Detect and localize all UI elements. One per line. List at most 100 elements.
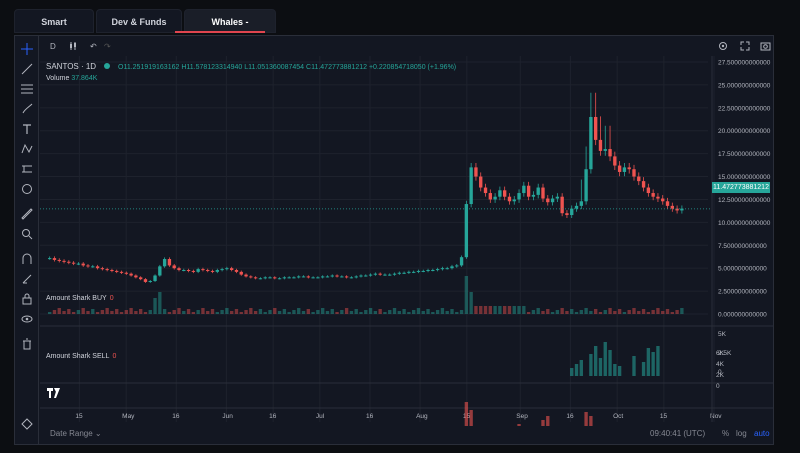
candle-body <box>608 149 612 157</box>
candle-body <box>435 269 440 271</box>
volume-bar <box>325 311 330 314</box>
volume-value: 37.864K <box>71 75 98 82</box>
price-chart[interactable]: 27.500000000000 25.000000000000 22.5000000… <box>40 56 773 426</box>
tab-whales-sharks[interactable]: Whales - Sharks <box>184 9 276 51</box>
tab-bar: Smart Money Dev & Funds Whales - Sharks <box>14 9 774 51</box>
log-toggle[interactable]: log <box>736 429 747 438</box>
magnet-icon[interactable] <box>19 251 35 267</box>
tab-smart-money[interactable]: Smart Money <box>14 9 94 51</box>
ruler-icon[interactable] <box>19 206 35 222</box>
volume-bar <box>469 292 473 314</box>
volume-bar <box>656 308 660 314</box>
candle-body <box>632 169 636 177</box>
volume-bar <box>105 308 109 314</box>
time-axis-label: 15 <box>75 413 83 420</box>
symbol-label[interactable]: SANTOS · 1D <box>46 62 97 71</box>
lock-drawing-icon[interactable] <box>19 271 35 287</box>
redo-icon[interactable]: ↷ <box>104 41 111 51</box>
volume-bar <box>196 310 200 314</box>
trendline-icon[interactable] <box>19 61 35 77</box>
utc-time[interactable]: 09:40:41 (UTC) <box>650 429 706 438</box>
time-axis-label: Aug <box>416 413 428 420</box>
volume-bar <box>412 310 416 314</box>
volume-bar <box>507 306 512 314</box>
last-price-tag: 11.472773881212 <box>712 182 770 193</box>
candle-body <box>555 196 560 199</box>
volume-bar <box>321 308 325 314</box>
volume-bar <box>186 309 191 314</box>
candle-body <box>263 277 267 279</box>
brush-icon[interactable] <box>19 101 35 117</box>
lock-icon[interactable] <box>19 291 35 307</box>
sell-axis-label: 6K <box>716 350 724 357</box>
volume-bar <box>129 308 133 314</box>
time-axis-label: May <box>122 413 135 420</box>
volume-bar <box>335 312 339 314</box>
interval-button[interactable]: D <box>50 41 56 51</box>
volume-bar <box>81 308 85 314</box>
candle-body <box>167 259 172 266</box>
buy-bar <box>608 350 612 376</box>
candle-body <box>215 270 219 272</box>
undo-icon[interactable]: ↶ <box>90 41 97 51</box>
candle-body <box>105 269 109 271</box>
volume-bar <box>139 309 143 314</box>
auto-toggle[interactable]: auto <box>754 429 770 438</box>
price-axis-label: 15.000000000000 <box>718 174 771 181</box>
candle-body <box>91 266 95 268</box>
candle-body <box>282 277 287 279</box>
volume-bar <box>311 312 315 314</box>
gear-icon[interactable] <box>718 39 728 53</box>
fib-retracement-icon[interactable] <box>19 81 35 97</box>
buy-bar <box>632 356 636 376</box>
candle-body <box>589 116 593 170</box>
sell-axis-label: 4K <box>716 361 724 368</box>
candle-body <box>292 277 296 279</box>
tab-dev-funds[interactable]: Dev & Funds <box>96 9 182 33</box>
candle-body <box>316 277 320 279</box>
candle-body <box>416 270 421 272</box>
candle-body <box>637 176 641 182</box>
volume-bar <box>57 308 61 314</box>
time-axis-label: 16 <box>566 413 574 420</box>
volume-bar <box>191 312 196 314</box>
emoji-icon[interactable] <box>19 181 35 197</box>
volume-bar <box>603 310 607 314</box>
volume-bar <box>608 308 612 314</box>
sell-axis: 6K 4K 2K 0 <box>716 348 724 392</box>
volume-bar <box>383 312 387 314</box>
candle-body <box>115 270 119 272</box>
candle-body <box>522 185 526 194</box>
pattern-icon[interactable] <box>19 141 35 157</box>
camera-icon[interactable] <box>760 39 771 53</box>
candle-body <box>546 198 550 203</box>
price-axis-label: 5.000000000000 <box>718 266 767 273</box>
object-tree-icon[interactable] <box>19 416 35 432</box>
prediction-icon[interactable] <box>19 161 35 177</box>
text-icon[interactable] <box>19 121 35 137</box>
volume-bar <box>215 312 219 314</box>
fullscreen-icon[interactable] <box>740 39 750 53</box>
candle-body <box>594 116 598 140</box>
candle-body <box>143 279 148 282</box>
percent-toggle[interactable]: % <box>722 429 730 438</box>
time-axis-label: Oct <box>613 413 623 420</box>
candle-body <box>239 271 243 275</box>
zoom-in-icon[interactable] <box>19 226 35 242</box>
candle-body <box>670 205 674 209</box>
eye-icon[interactable] <box>19 311 35 327</box>
crosshair-icon[interactable] <box>19 41 35 57</box>
candles-icon[interactable] <box>68 39 78 53</box>
sell-bar <box>541 420 545 426</box>
buy-axis-label: 2.5K <box>718 350 732 357</box>
volume-bar <box>349 311 354 314</box>
candle-body <box>656 196 660 199</box>
volume-bar <box>292 310 296 314</box>
date-range-button[interactable]: Date Range ⌄ <box>50 429 102 438</box>
volume-bar <box>675 310 679 314</box>
drawing-toolbar <box>15 36 39 444</box>
volume-bar <box>522 306 526 314</box>
candle-body <box>440 268 445 270</box>
buy-bar <box>646 348 651 376</box>
trash-icon[interactable] <box>19 336 35 352</box>
